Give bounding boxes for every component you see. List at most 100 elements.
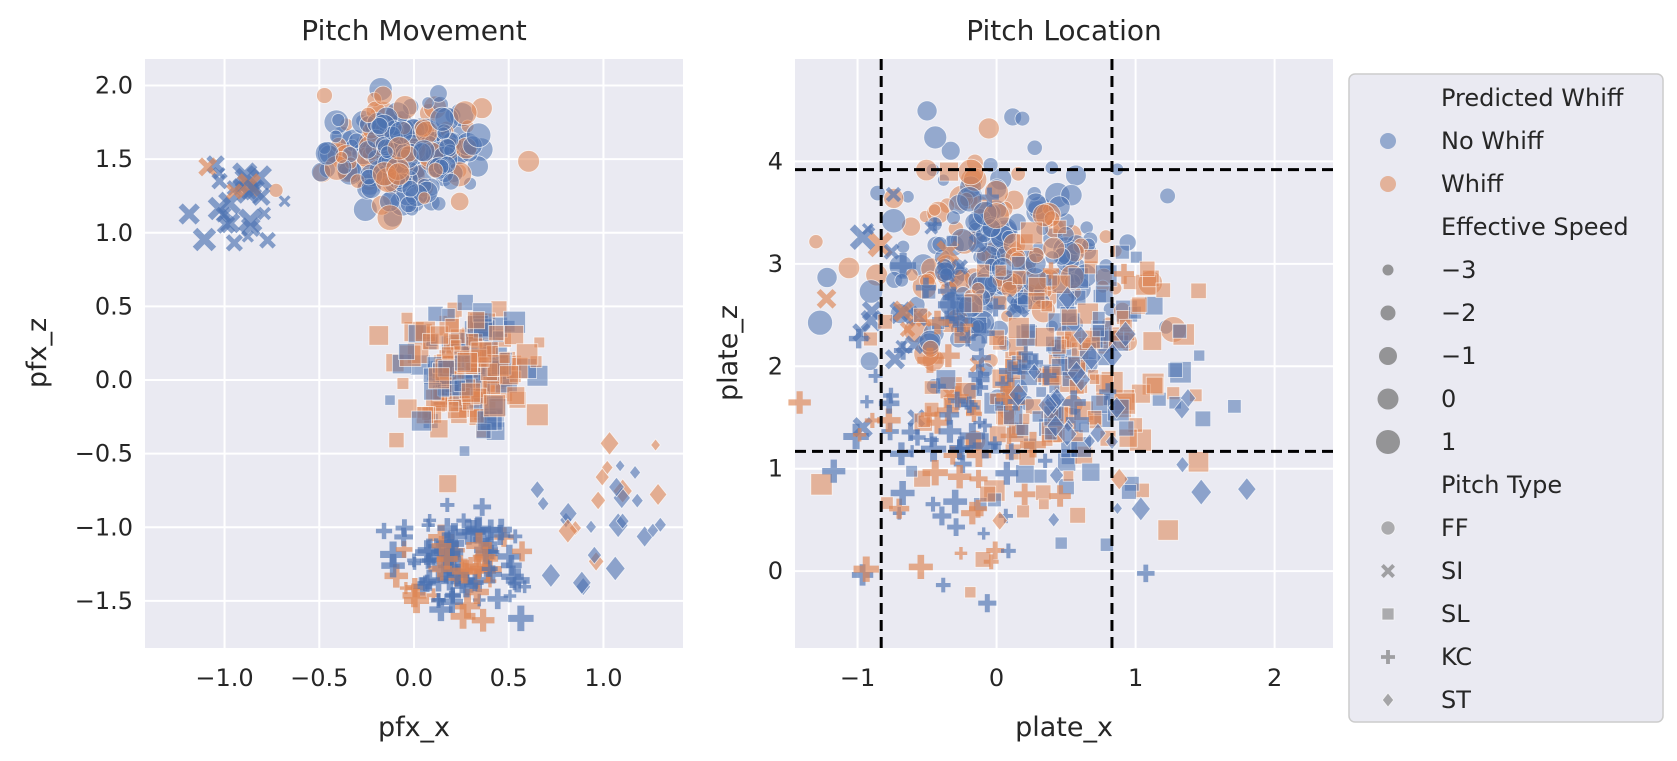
data-point-kc bbox=[930, 378, 946, 394]
data-point-kc bbox=[973, 322, 995, 344]
data-point-kc bbox=[1037, 365, 1057, 386]
data-point-sl bbox=[458, 445, 471, 457]
data-point-ff bbox=[380, 145, 394, 159]
data-point-kc bbox=[431, 535, 452, 556]
legend-size-swatch bbox=[1380, 305, 1396, 321]
data-point-ff bbox=[1026, 139, 1043, 156]
data-point-kc bbox=[508, 529, 523, 544]
data-point-st bbox=[557, 518, 579, 544]
data-point-ff bbox=[370, 117, 389, 136]
data-point-ff bbox=[387, 162, 411, 186]
data-point-sl bbox=[1054, 536, 1068, 550]
data-point-sl bbox=[448, 401, 460, 413]
data-point-kc bbox=[920, 436, 947, 462]
legend-size-swatch bbox=[1377, 388, 1399, 410]
data-point-si bbox=[243, 179, 265, 201]
data-point-kc bbox=[436, 548, 458, 570]
data-point-kc bbox=[943, 489, 968, 514]
data-point-sl bbox=[428, 367, 450, 390]
data-point-kc bbox=[402, 583, 427, 608]
data-point-st bbox=[630, 492, 644, 509]
data-point-kc bbox=[853, 556, 879, 582]
pitch-movement-title: Pitch Movement bbox=[301, 14, 526, 47]
data-point-kc bbox=[481, 560, 498, 577]
y-tick-label: −0.5 bbox=[75, 440, 133, 468]
data-point-kc bbox=[518, 580, 532, 594]
data-point-sl bbox=[1078, 421, 1090, 434]
data-point-st bbox=[1066, 360, 1087, 386]
data-point-ff bbox=[429, 106, 455, 132]
data-point-ff bbox=[816, 267, 838, 288]
data-point-kc bbox=[915, 277, 937, 298]
data-point-ff bbox=[859, 351, 880, 371]
data-point-sl bbox=[483, 394, 506, 418]
data-point-ff bbox=[1028, 247, 1045, 264]
legend-hue-swatch bbox=[1380, 176, 1396, 192]
data-point-sl bbox=[384, 394, 396, 406]
data-point-kc bbox=[972, 348, 991, 368]
data-point-kc bbox=[507, 576, 522, 591]
data-point-sl bbox=[1187, 451, 1210, 473]
x-tick-label: 0.0 bbox=[395, 664, 433, 692]
data-point-sl bbox=[411, 410, 432, 432]
data-point-kc bbox=[1020, 431, 1046, 458]
data-point-st bbox=[1083, 433, 1096, 450]
data-point-kc bbox=[999, 359, 1022, 383]
legend-style-swatch bbox=[1381, 564, 1395, 578]
data-point-kc bbox=[917, 347, 943, 373]
data-point-sl bbox=[1092, 311, 1106, 325]
data-point-ff bbox=[335, 151, 348, 164]
data-point-kc bbox=[852, 428, 867, 442]
data-point-kc bbox=[979, 187, 999, 207]
pitch-location-axes: −1 0 1 2 0 1 2 3 4 Pitch Location plate_x plate_… bbox=[713, 14, 1333, 743]
data-point-kc bbox=[942, 286, 964, 309]
legend-size-label: −3 bbox=[1441, 256, 1476, 284]
data-point-ff bbox=[916, 100, 938, 122]
data-point-sl bbox=[1016, 504, 1030, 519]
legend-style-swatch bbox=[1380, 520, 1396, 536]
data-point-kc bbox=[947, 391, 967, 410]
data-point-ff bbox=[1042, 236, 1066, 260]
y-tick-label: 2.0 bbox=[95, 72, 133, 100]
data-point-ff bbox=[442, 173, 460, 191]
data-point-si bbox=[883, 243, 900, 260]
data-point-sl bbox=[945, 234, 958, 247]
legend-frame bbox=[1348, 73, 1664, 723]
data-point-kc bbox=[977, 527, 990, 540]
data-point-kc bbox=[928, 217, 942, 231]
pitch-movement-points bbox=[178, 77, 668, 632]
data-point-sl bbox=[1040, 300, 1053, 313]
data-point-sl bbox=[976, 263, 990, 278]
data-point-st bbox=[1048, 465, 1065, 485]
data-point-st bbox=[1008, 382, 1029, 407]
data-point-sl bbox=[499, 365, 520, 386]
data-point-si bbox=[937, 260, 952, 276]
data-point-sl bbox=[368, 325, 389, 346]
data-point-ff bbox=[465, 122, 492, 148]
data-point-kc bbox=[971, 379, 989, 396]
data-point-ff bbox=[427, 162, 444, 179]
data-point-ff bbox=[807, 309, 833, 336]
data-point-kc bbox=[932, 506, 952, 526]
data-point-sl bbox=[1015, 464, 1035, 484]
data-point-si bbox=[192, 227, 217, 252]
data-point-st bbox=[536, 495, 550, 512]
data-point-st bbox=[1057, 286, 1078, 311]
data-point-sl bbox=[1121, 484, 1137, 500]
data-point-sl bbox=[388, 432, 405, 449]
data-point-kc bbox=[959, 423, 986, 449]
y-tick-label: 4 bbox=[768, 147, 783, 175]
data-point-kc bbox=[1065, 408, 1089, 432]
data-point-sl bbox=[1118, 420, 1135, 437]
data-point-ff bbox=[977, 117, 1000, 140]
legend-style-label: KC bbox=[1441, 643, 1472, 671]
data-point-sl bbox=[1157, 519, 1179, 541]
data-point-sl bbox=[1083, 249, 1099, 265]
data-point-sl bbox=[1062, 470, 1075, 482]
legend-style-swatch bbox=[1381, 692, 1395, 708]
data-point-si bbox=[952, 259, 969, 275]
y-tick-label: 0 bbox=[768, 557, 783, 585]
data-point-si bbox=[816, 288, 837, 309]
data-point-ff bbox=[517, 150, 540, 173]
data-point-sl bbox=[994, 264, 1007, 277]
